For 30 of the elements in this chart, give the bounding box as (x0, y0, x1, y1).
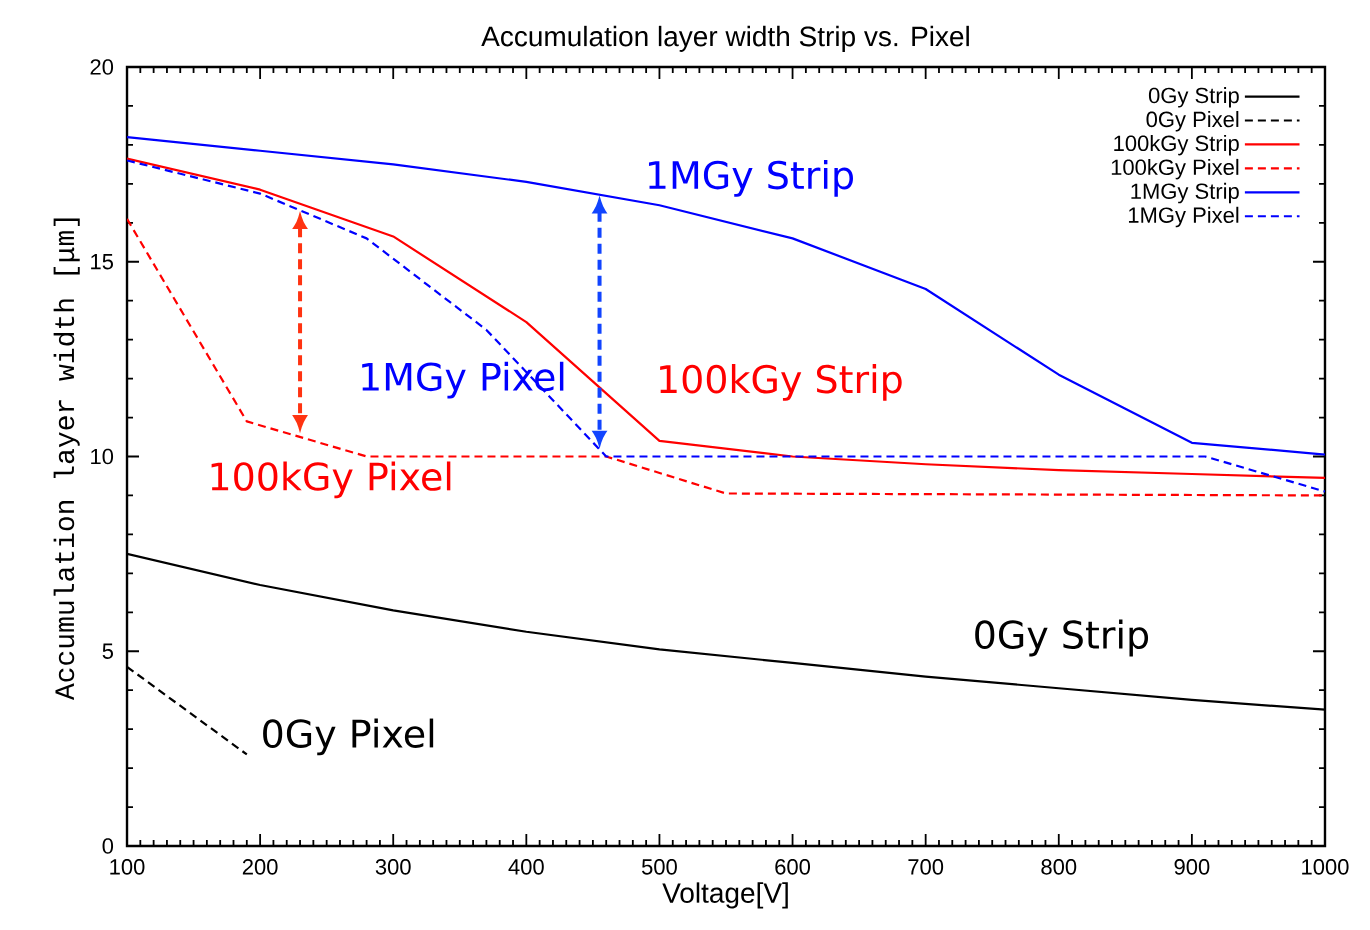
x-tick-label: 400 (508, 859, 544, 875)
annotation: 100kGy Pixel (211, 461, 451, 499)
y-tick-label: 0 (102, 838, 114, 854)
x-tick-label: 600 (775, 859, 811, 875)
legend-label: 100kGy Strip (1114, 134, 1239, 156)
x-tick-label: 800 (1041, 859, 1077, 875)
legend-label: 0Gy Strip (1148, 87, 1239, 108)
chart-title: Accumulation layer width Strip vs. Pixel (481, 25, 969, 52)
y-tick-label: 20 (90, 59, 114, 75)
x-tick-label: 900 (1174, 859, 1210, 875)
x-tick-label: 300 (375, 859, 411, 875)
x-tick-label: 700 (908, 859, 944, 875)
y-axis-title: Accumulation layer width [μm] (53, 218, 80, 701)
x-tick-label: 500 (641, 859, 677, 875)
x-axis-title: Voltage[V] (662, 882, 788, 909)
annotation: 1MGy Pixel (362, 361, 564, 399)
x-tick-label: 200 (242, 859, 278, 875)
legend-label: 100kGy Pixel (1111, 158, 1239, 180)
legend-label: 1MGy Strip (1131, 182, 1239, 204)
y-tick-label: 5 (102, 643, 113, 659)
y-tick-label: 10 (91, 448, 114, 465)
legend-label: 0Gy Pixel (1146, 111, 1239, 132)
x-tick-label: 1000 (1302, 859, 1349, 875)
annotation: 1MGy Strip (648, 160, 853, 197)
annotation: 100kGy Strip (660, 364, 902, 401)
annotation: 0Gy Strip (975, 619, 1149, 657)
legend-label: 1MGy Pixel (1128, 206, 1239, 228)
x-tick-label: 100 (110, 859, 145, 875)
y-tick-label: 15 (91, 254, 113, 270)
annotation: 0Gy Pixel (263, 718, 434, 756)
